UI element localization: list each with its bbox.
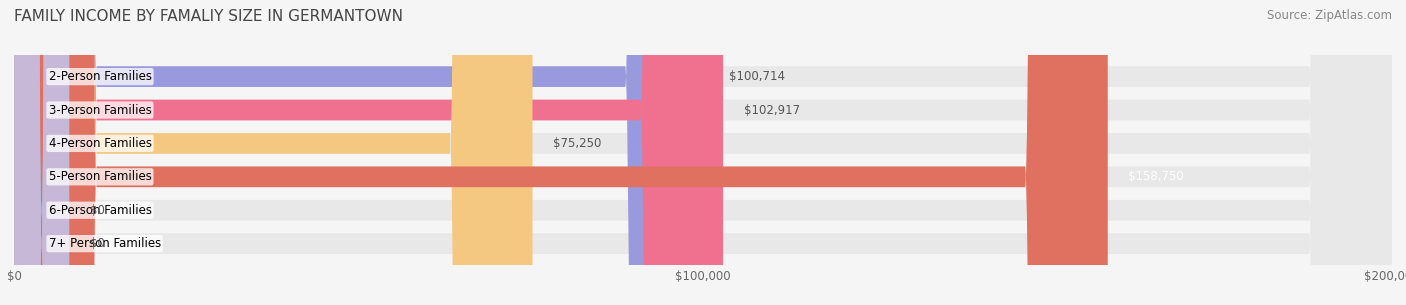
FancyBboxPatch shape <box>14 0 69 305</box>
FancyBboxPatch shape <box>14 0 1392 305</box>
Text: 7+ Person Families: 7+ Person Families <box>48 237 160 250</box>
Text: $100,714: $100,714 <box>728 70 785 83</box>
FancyBboxPatch shape <box>14 0 1392 305</box>
Text: FAMILY INCOME BY FAMALIY SIZE IN GERMANTOWN: FAMILY INCOME BY FAMALIY SIZE IN GERMANT… <box>14 9 404 24</box>
FancyBboxPatch shape <box>14 0 69 305</box>
FancyBboxPatch shape <box>14 0 1392 305</box>
FancyBboxPatch shape <box>14 0 1392 305</box>
FancyBboxPatch shape <box>14 0 1392 305</box>
Text: $158,750: $158,750 <box>1129 170 1184 183</box>
FancyBboxPatch shape <box>14 0 533 305</box>
FancyBboxPatch shape <box>14 0 1392 305</box>
Text: $0: $0 <box>90 204 104 217</box>
Text: 3-Person Families: 3-Person Families <box>48 103 152 117</box>
Text: 4-Person Families: 4-Person Families <box>48 137 152 150</box>
FancyBboxPatch shape <box>14 0 723 305</box>
FancyBboxPatch shape <box>14 0 1108 305</box>
Text: Source: ZipAtlas.com: Source: ZipAtlas.com <box>1267 9 1392 22</box>
Text: $102,917: $102,917 <box>744 103 800 117</box>
FancyBboxPatch shape <box>14 0 707 305</box>
Text: $75,250: $75,250 <box>553 137 602 150</box>
Text: 6-Person Families: 6-Person Families <box>48 204 152 217</box>
Text: 5-Person Families: 5-Person Families <box>48 170 152 183</box>
Text: 2-Person Families: 2-Person Families <box>48 70 152 83</box>
Text: $0: $0 <box>90 237 104 250</box>
